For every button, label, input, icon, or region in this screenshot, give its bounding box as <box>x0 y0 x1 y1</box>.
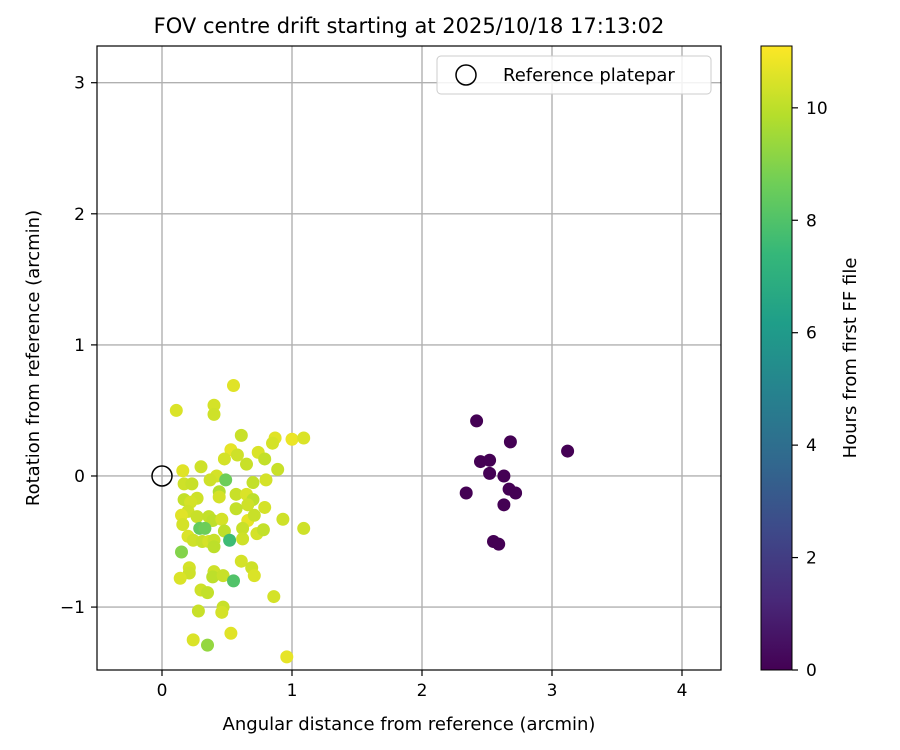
legend-marker-icon <box>455 64 477 86</box>
data-point <box>240 457 253 471</box>
data-point <box>276 512 290 526</box>
colorbar-tick-label: 8 <box>806 211 817 231</box>
data-point <box>503 435 517 449</box>
colorbar-tick-label: 6 <box>806 324 817 344</box>
data-point <box>234 428 248 442</box>
data-point <box>215 512 229 526</box>
data-point <box>236 521 250 535</box>
legend-box <box>436 55 712 95</box>
colorbar-tick-label: 10 <box>806 99 828 119</box>
data-point <box>256 523 270 537</box>
data-point <box>223 533 237 547</box>
data-point <box>219 473 233 487</box>
data-point <box>509 486 523 500</box>
data-point <box>470 414 484 428</box>
y-tick-label: 0 <box>74 467 85 487</box>
data-point <box>206 570 220 584</box>
data-point <box>230 448 244 462</box>
data-point <box>259 473 273 487</box>
data-point <box>207 398 221 412</box>
data-point <box>190 510 204 524</box>
legend: Reference platepar <box>436 55 712 95</box>
y-axis-label: Rotation from reference (arcmin) <box>23 210 44 506</box>
data-point <box>217 452 231 466</box>
y-tick-label: 1 <box>74 336 85 356</box>
data-point <box>176 517 190 531</box>
data-point <box>191 604 205 618</box>
data-point <box>247 569 261 583</box>
data-point <box>285 432 299 446</box>
data-point <box>185 477 199 491</box>
data-point <box>198 521 212 535</box>
x-axis-ticks: 0 1 2 3 4 <box>157 670 688 701</box>
colorbar-tick-label: 2 <box>806 549 817 569</box>
data-point <box>201 586 214 600</box>
x-tick-label: 1 <box>287 681 298 701</box>
data-point <box>483 453 497 467</box>
y-axis-ticks: −1 0 1 2 3 <box>60 74 97 618</box>
colorbar-ticks: 0 2 4 6 8 10 <box>792 99 828 681</box>
data-point <box>459 486 473 500</box>
y-tick-label: −1 <box>60 598 85 618</box>
data-point <box>194 460 208 474</box>
plot-area-frame <box>96 45 722 671</box>
colorbar-label: Hours from first FF file <box>840 258 861 459</box>
x-tick-label: 2 <box>417 681 428 701</box>
colorbar-tick-label: 0 <box>806 661 817 681</box>
data-point <box>212 490 226 504</box>
data-point <box>224 626 238 640</box>
y-tick-label: 2 <box>74 205 85 225</box>
data-point <box>492 537 506 551</box>
data-point <box>236 532 250 546</box>
data-point <box>169 403 183 417</box>
data-point <box>207 407 221 421</box>
data-point <box>229 502 243 516</box>
y-tick-label: 3 <box>74 74 85 94</box>
data-point <box>246 476 260 490</box>
reference-marker-layer <box>151 465 173 487</box>
data-point <box>267 590 281 604</box>
data-point <box>234 554 248 568</box>
data-point <box>186 633 200 647</box>
data-point <box>297 431 311 445</box>
data-point <box>258 452 272 466</box>
x-tick-label: 3 <box>547 681 558 701</box>
data-point <box>561 444 575 458</box>
data-point <box>483 466 497 480</box>
data-point <box>176 464 190 478</box>
data-point <box>215 605 229 619</box>
data-point <box>258 500 272 514</box>
colorbar <box>760 45 793 671</box>
data-point <box>216 569 230 583</box>
data-point <box>266 436 279 450</box>
x-tick-label: 0 <box>157 681 168 701</box>
data-point <box>280 650 294 664</box>
data-point <box>497 469 511 483</box>
data-point <box>227 379 240 393</box>
data-point <box>247 508 261 522</box>
data-point <box>203 473 217 487</box>
data-points <box>169 379 575 664</box>
data-point <box>497 498 511 512</box>
chart-title: FOV centre drift starting at 2025/10/18 … <box>154 14 665 38</box>
reference-platepar-marker <box>151 465 173 487</box>
data-point <box>241 498 255 512</box>
data-point <box>175 545 188 559</box>
data-point <box>297 521 311 535</box>
data-point <box>207 540 221 554</box>
data-point <box>227 574 240 588</box>
legend-label: Reference platepar <box>503 65 675 86</box>
data-point <box>201 638 214 652</box>
x-axis-label: Angular distance from reference (arcmin) <box>223 714 596 735</box>
data-point <box>271 462 285 476</box>
data-point <box>229 487 243 501</box>
x-tick-label: 4 <box>677 681 688 701</box>
data-point <box>173 571 187 585</box>
colorbar-tick-label: 4 <box>806 436 817 456</box>
